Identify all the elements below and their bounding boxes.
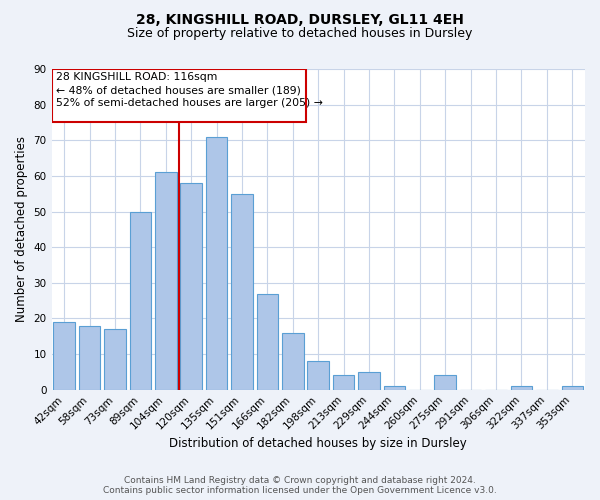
Text: Size of property relative to detached houses in Dursley: Size of property relative to detached ho… xyxy=(127,28,473,40)
X-axis label: Distribution of detached houses by size in Dursley: Distribution of detached houses by size … xyxy=(169,437,467,450)
Text: 28 KINGSHILL ROAD: 116sqm: 28 KINGSHILL ROAD: 116sqm xyxy=(56,72,217,82)
Bar xyxy=(282,332,304,390)
Bar xyxy=(79,326,100,390)
Bar xyxy=(358,372,380,390)
Bar xyxy=(181,183,202,390)
FancyBboxPatch shape xyxy=(52,69,305,122)
Bar xyxy=(104,329,126,390)
Bar xyxy=(257,294,278,390)
Bar xyxy=(155,172,176,390)
Text: Contains HM Land Registry data © Crown copyright and database right 2024.
Contai: Contains HM Land Registry data © Crown c… xyxy=(103,476,497,495)
Text: 28, KINGSHILL ROAD, DURSLEY, GL11 4EH: 28, KINGSHILL ROAD, DURSLEY, GL11 4EH xyxy=(136,12,464,26)
Bar xyxy=(434,376,456,390)
Bar xyxy=(130,212,151,390)
Bar xyxy=(231,194,253,390)
Bar xyxy=(206,136,227,390)
Bar xyxy=(383,386,405,390)
Y-axis label: Number of detached properties: Number of detached properties xyxy=(15,136,28,322)
Bar xyxy=(307,361,329,390)
Text: 52% of semi-detached houses are larger (205) →: 52% of semi-detached houses are larger (… xyxy=(56,98,323,108)
Bar xyxy=(562,386,583,390)
Bar xyxy=(53,322,75,390)
Bar xyxy=(511,386,532,390)
Text: ← 48% of detached houses are smaller (189): ← 48% of detached houses are smaller (18… xyxy=(56,85,301,95)
Bar xyxy=(333,376,355,390)
